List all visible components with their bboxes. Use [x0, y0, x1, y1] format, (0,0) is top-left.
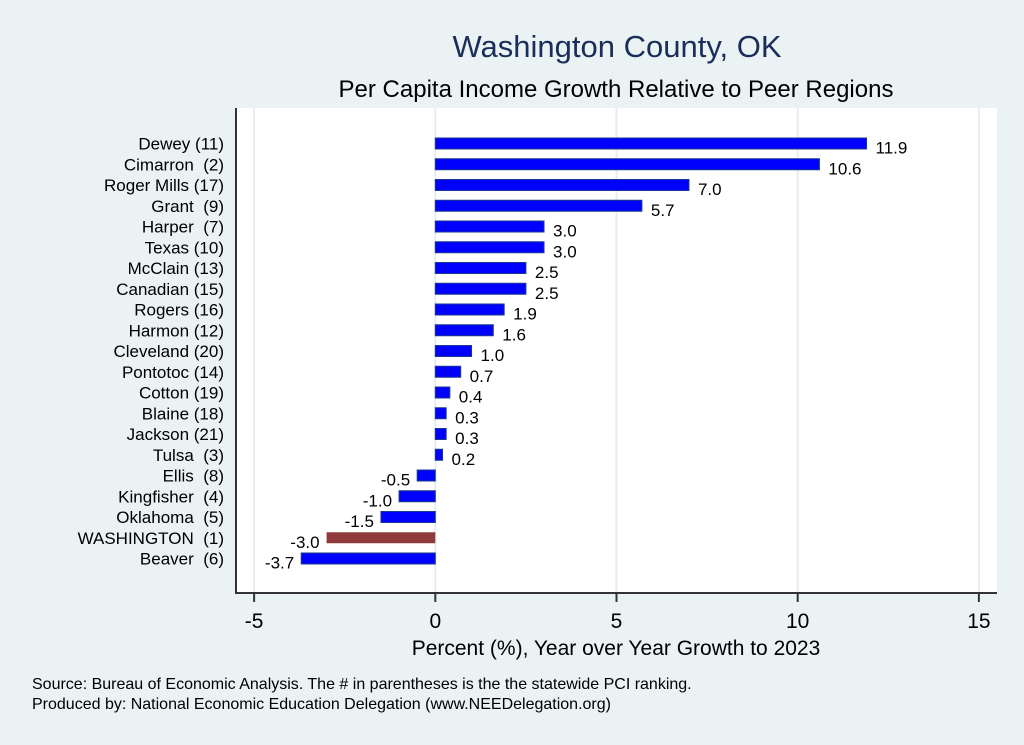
category-label: Ellis (8) [163, 467, 224, 486]
bar [434, 303, 505, 316]
category-label: Rogers (16) [134, 301, 224, 320]
bar [300, 552, 436, 565]
value-labels: 11.9 10.6 7.0 5.7 3.03.0 2.5 2.5 1.91.6 1.0 0.7 0.… [265, 139, 907, 573]
x-ticks: -5 0 5 10 15 [245, 593, 991, 633]
category-label: Pontotoc (14) [122, 363, 224, 382]
value-label: 11.9 [876, 139, 908, 158]
bar [434, 179, 690, 191]
bar [434, 324, 494, 337]
bar [380, 511, 436, 523]
source-note: Source: Bureau of Economic Analysis. The… [32, 676, 692, 693]
value-label: 3.0 [553, 242, 577, 261]
bar [434, 137, 868, 150]
x-tick-label: -5 [245, 610, 264, 633]
category-label: Oklahoma (5) [116, 508, 224, 527]
value-label: -1.5 [345, 512, 374, 531]
bar [434, 365, 462, 378]
chart-subtitle: Per Capita Income Growth Relative to Pee… [339, 76, 894, 103]
category-label: WASHINGTON (1) [78, 529, 224, 548]
bar [434, 220, 545, 233]
x-tick-label: 0 [429, 610, 441, 633]
category-label: Harper (7) [142, 218, 224, 237]
value-label: 5.7 [651, 201, 675, 220]
value-label: 0.3 [455, 408, 479, 427]
value-label: 1.0 [481, 346, 505, 365]
value-label: 2.5 [535, 284, 559, 303]
category-label: Texas (10) [145, 238, 224, 257]
bar [434, 386, 451, 399]
x-axis-title: Percent (%), Year over Year Growth to 20… [412, 637, 821, 660]
value-label: 0.2 [452, 450, 476, 469]
bar [434, 158, 820, 171]
category-label: Dewey (11) [138, 135, 224, 154]
category-label: Cotton (19) [139, 384, 224, 403]
category-label: McClain (13) [128, 259, 224, 278]
value-label: -3.7 [265, 554, 294, 573]
value-label: -0.5 [381, 471, 410, 490]
category-label: Jackson (21) [127, 425, 224, 444]
category-label: Roger Mills (17) [104, 176, 224, 195]
value-label: 0.7 [470, 367, 494, 386]
value-label: -3.0 [290, 533, 319, 552]
bar [434, 428, 447, 440]
x-tick-label: 15 [967, 610, 990, 633]
category-label: Canadian (15) [116, 280, 224, 299]
bar [434, 199, 643, 212]
bar [434, 345, 473, 357]
category-label: Tulsa (3) [153, 446, 224, 465]
bar [434, 262, 527, 274]
x-tick-label: 5 [611, 610, 623, 633]
value-label: 2.5 [535, 263, 559, 282]
value-label: 1.9 [513, 305, 537, 324]
bar [416, 469, 436, 482]
category-label: Harmon (12) [129, 321, 224, 340]
value-label: 10.6 [828, 159, 861, 178]
category-label: Beaver (6) [140, 550, 224, 569]
bars [300, 137, 868, 565]
x-tick-label: 10 [786, 610, 809, 633]
bar-highlight [326, 532, 436, 544]
value-label: 0.4 [459, 388, 483, 407]
value-label: 3.0 [553, 222, 577, 241]
value-label: 1.6 [502, 325, 526, 344]
bar [434, 282, 527, 295]
chart-title: Washington County, OK [452, 29, 781, 64]
value-label: 0.3 [455, 429, 479, 448]
producer-note: Produced by: National Economic Education… [32, 696, 611, 713]
category-label: Kingfisher (4) [118, 487, 224, 506]
bar [434, 448, 444, 461]
bar [434, 407, 447, 420]
bar [398, 490, 436, 503]
category-label: Blaine (18) [142, 404, 224, 423]
bar [434, 241, 545, 254]
category-label: Cimarron (2) [124, 155, 224, 174]
category-label: Cleveland (20) [113, 342, 224, 361]
value-label: 7.0 [698, 180, 722, 199]
category-labels: Dewey (11)Cimarron (2) Roger Mills (17) Gr… [78, 135, 224, 569]
category-label: Grant (9) [151, 197, 224, 216]
value-label: -1.0 [363, 491, 392, 510]
